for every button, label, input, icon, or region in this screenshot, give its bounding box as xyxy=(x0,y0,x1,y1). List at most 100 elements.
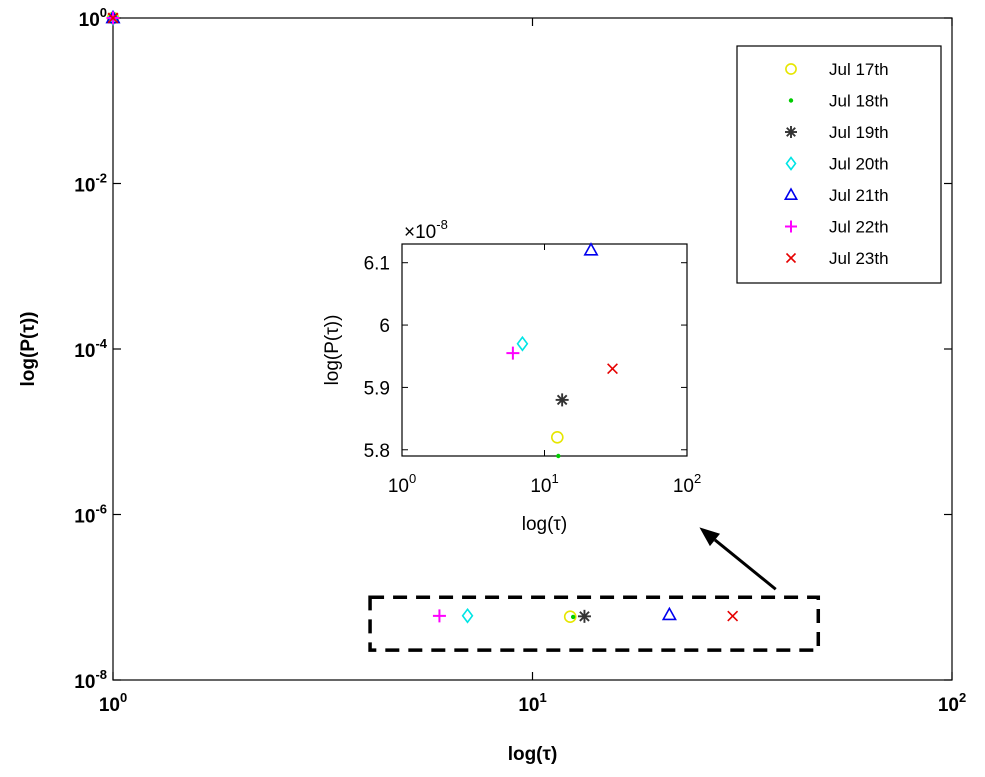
legend-marker-2-shape-3 xyxy=(786,127,796,137)
main-marker-2-1-shape-3 xyxy=(579,611,590,622)
main-x-tick-label-0-exponent: 0 xyxy=(120,690,127,705)
main-y-tick-label-3: 10-6 xyxy=(74,502,107,528)
legend-marker-5 xyxy=(785,220,797,233)
main-y-tick-label-1-base: 10 xyxy=(74,176,95,197)
legend-marker-2 xyxy=(785,126,797,138)
main-marker-6-1 xyxy=(727,610,739,622)
main-x-tick-label-2-base: 10 xyxy=(938,695,959,716)
main-x-tick-label-2-exponent: 2 xyxy=(959,690,966,705)
inset-y-multiplier-exponent: -8 xyxy=(436,217,448,232)
inset-marker-3-0 xyxy=(516,335,529,352)
legend-marker-6 xyxy=(785,252,797,264)
legend-marker-4-shape xyxy=(783,187,799,200)
inset-x-tick-label-2-exponent: 2 xyxy=(694,471,701,486)
inset-y-multiplier-symbol: × xyxy=(404,222,415,243)
legend-label-4: Jul 21th xyxy=(829,186,889,205)
inset-x-tick-label-1-base: 10 xyxy=(530,476,551,497)
inset-marker-3-0-shape xyxy=(516,335,529,352)
legend-frame xyxy=(736,45,942,284)
legend-marker-3 xyxy=(785,156,797,171)
inset-y-axis-label: log(P(τ)) xyxy=(322,315,343,386)
legend-marker-1 xyxy=(788,98,794,103)
inset-x-tick-label-0-exponent: 0 xyxy=(409,471,416,486)
legend-marker-1-shape xyxy=(788,98,794,103)
main-y-tick-label-0-exponent: 0 xyxy=(100,5,107,20)
inset-y-tick-label-3: 6.1 xyxy=(364,254,390,275)
inset-marker-0-0 xyxy=(550,430,564,444)
main-marker-6-0 xyxy=(107,12,119,24)
inset-marker-2-0-shape-3 xyxy=(556,394,568,406)
legend-marker-3-shape xyxy=(785,156,797,171)
legend-label-6: Jul 23th xyxy=(829,249,889,268)
main-marker-6-1-shape-b xyxy=(727,610,739,622)
legend-label-2: Jul 19th xyxy=(829,123,889,142)
main-y-tick-label-0: 100 xyxy=(79,5,107,31)
inset-marker-0-0-shape xyxy=(550,430,564,444)
main-x-tick-label-0: 100 xyxy=(99,690,127,716)
legend-marker-0 xyxy=(785,63,797,75)
inset-marker-1-0 xyxy=(556,453,561,459)
inset-marker-4-0 xyxy=(583,242,599,256)
zoom-arrow-head xyxy=(699,527,721,547)
legend-label-5: Jul 22th xyxy=(829,218,889,237)
main-y-tick-label-1: 10-2 xyxy=(74,171,107,197)
inset-marker-6-0-shape-b xyxy=(607,363,618,375)
main-marker-0-1-shape xyxy=(563,610,577,624)
main-y-tick-label-2-base: 10 xyxy=(74,341,95,362)
main-x-tick-label-2: 102 xyxy=(938,690,966,716)
main-marker-5-1 xyxy=(432,609,446,623)
inset-y-tick-label-0: 5.8 xyxy=(364,441,390,462)
main-x-axis-label: log(τ) xyxy=(508,744,558,765)
main-y-tick-label-4: 10-8 xyxy=(74,667,107,693)
inset-x-axis-label: log(τ) xyxy=(522,514,568,535)
legend-label-1: Jul 18th xyxy=(829,92,889,111)
main-y-tick-label-0-base: 10 xyxy=(79,10,100,31)
zoom-region-box xyxy=(368,595,821,652)
inset-y-tick-label-2: 6 xyxy=(379,316,390,337)
main-x-tick-label-1-exponent: 1 xyxy=(539,690,546,705)
main-marker-1-1-shape xyxy=(570,614,576,620)
legend-marker-6-shape-b xyxy=(785,252,797,264)
legend-label-0: Jul 17th xyxy=(829,60,889,79)
main-y-tick-label-4-exponent: -8 xyxy=(95,667,107,682)
main-marker-0-1 xyxy=(563,610,577,624)
inset-plot-frame xyxy=(401,243,688,457)
main-marker-4-1-shape xyxy=(661,606,677,621)
main-x-tick-label-0-base: 10 xyxy=(99,695,120,716)
inset-marker-4-0-shape xyxy=(583,242,599,256)
main-marker-3-1 xyxy=(461,607,474,624)
inset-x-tick-label-0: 100 xyxy=(388,471,416,497)
main-y-tick-label-2-exponent: -4 xyxy=(95,336,107,351)
legend-marker-4 xyxy=(783,187,799,200)
inset-marker-5-0 xyxy=(506,346,520,360)
inset-marker-1-0-shape xyxy=(556,453,561,459)
inset-x-tick-label-2: 102 xyxy=(673,471,701,497)
inset-y-multiplier: ×10-8 xyxy=(404,217,448,243)
main-y-tick-label-2: 10-4 xyxy=(74,336,107,362)
main-x-tick-label-1: 101 xyxy=(518,690,546,716)
inset-y-tick-label-1: 5.9 xyxy=(364,378,390,399)
inset-x-tick-label-2-base: 10 xyxy=(673,476,694,497)
zoom-arrow-shaft xyxy=(714,538,777,591)
main-x-tick-label-1-base: 10 xyxy=(518,695,539,716)
main-y-tick-label-4-base: 10 xyxy=(74,672,95,693)
inset-marker-2-0 xyxy=(555,393,569,407)
main-y-tick-label-1-exponent: -2 xyxy=(95,171,107,186)
main-marker-1-1 xyxy=(570,614,576,620)
main-marker-6-0-shape-b xyxy=(107,12,119,24)
main-y-tick-label-3-base: 10 xyxy=(74,507,95,528)
main-marker-4-1 xyxy=(661,606,677,621)
inset-x-tick-label-1: 101 xyxy=(530,471,558,497)
legend: Jul 17th Jul 18th Jul 19th Jul 20th Jul 21th… xyxy=(736,45,942,284)
main-marker-2-1 xyxy=(577,609,591,623)
main-y-axis-label: log(P(τ)) xyxy=(18,312,39,387)
inset-y-multiplier-base: 10 xyxy=(415,222,436,243)
main-marker-3-1-shape xyxy=(461,607,474,624)
inset-marker-6-0 xyxy=(607,363,618,375)
main-y-tick-label-3-exponent: -6 xyxy=(95,502,107,517)
inset-x-tick-label-1-exponent: 1 xyxy=(551,471,558,486)
legend-marker-0-shape xyxy=(785,63,797,75)
